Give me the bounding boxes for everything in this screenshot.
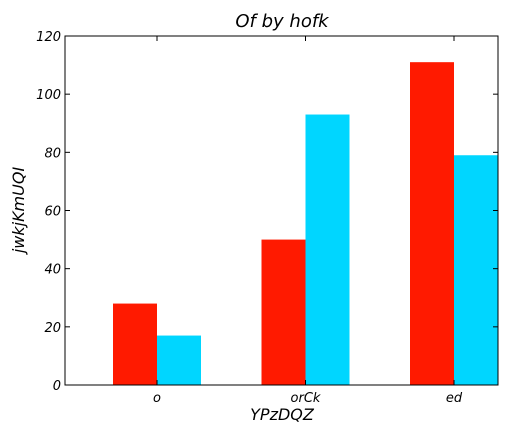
bar-orCk-series-1: [262, 240, 306, 385]
bar-o-series-1: [113, 304, 157, 385]
bar-o-series-2: [157, 336, 201, 385]
y-tick-label: 120: [36, 30, 61, 45]
y-tick-label: 20: [44, 321, 61, 336]
x-axis-title: YPzDQZ: [250, 405, 315, 424]
y-tick-label: 80: [44, 146, 61, 161]
y-tick-label: 0: [53, 379, 61, 394]
bar-ed-series-1: [410, 62, 454, 385]
y-tick-label: 100: [36, 88, 61, 103]
bars-group: [113, 62, 498, 385]
chart-title: Of by hofk: [235, 11, 330, 32]
y-axis-title: jwkjKmUQI: [9, 167, 28, 256]
bar-ed-series-2: [454, 155, 498, 385]
bar-orCk-series-2: [306, 115, 350, 385]
x-tick-label-orCk: orCk: [291, 391, 321, 406]
y-tick-label: 60: [44, 205, 61, 220]
x-tick-label-ed: ed: [446, 391, 463, 406]
x-tick-label-o: o: [153, 391, 161, 406]
y-tick-label: 40: [44, 263, 61, 278]
